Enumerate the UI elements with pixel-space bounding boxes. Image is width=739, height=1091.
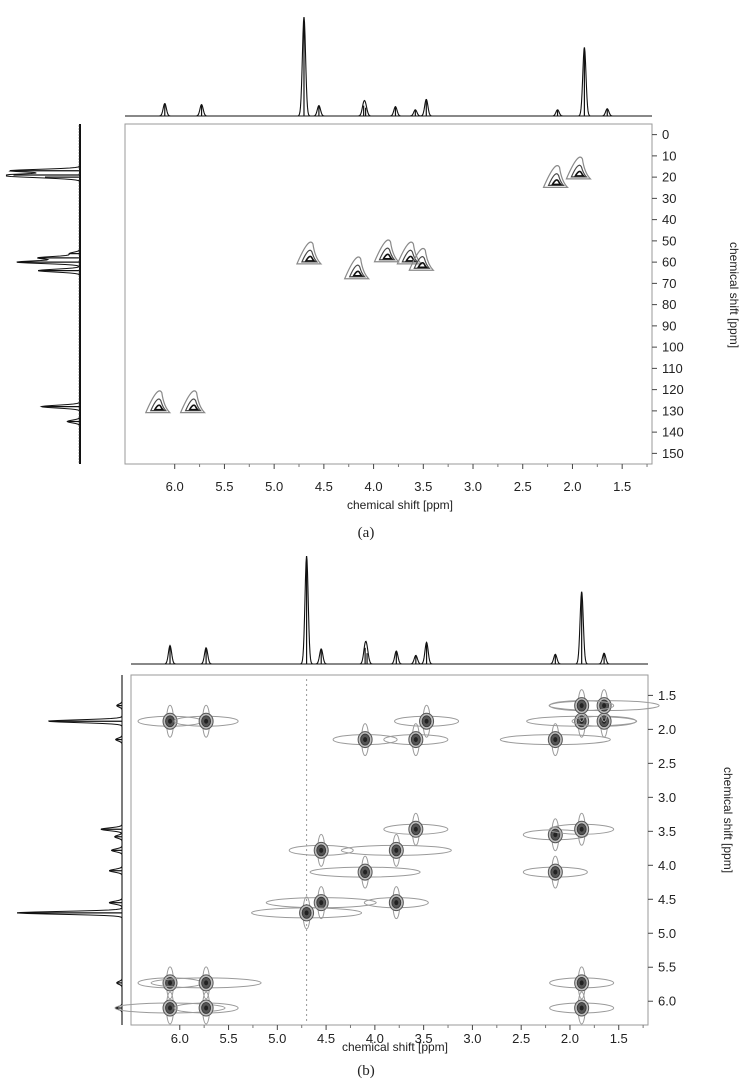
- panel-b-y-tick-label: 3.0: [658, 790, 676, 805]
- panel-b-cross-peak-core: [305, 910, 309, 915]
- panel-a-x-tick-label: 4.5: [315, 479, 333, 494]
- panel-b-cross-peak-core: [414, 827, 418, 832]
- panel-b-y-axis: 1.5 2.0 2.5 3.0 3.5 4.0 4.5 5.0 5.5 6.0: [648, 688, 676, 1009]
- panel-a-y-tick-label: 40: [662, 212, 676, 227]
- panel-b-cross-peak-core: [580, 1006, 584, 1011]
- panel-a-y-tick-label: 130: [662, 403, 684, 418]
- panel-a-y-tick-label: 100: [662, 340, 684, 355]
- panel-b-top-projection-trace: [131, 556, 648, 664]
- panel-b-x-tick-label: 1.5: [610, 1031, 628, 1046]
- panel-b-cross-peak-core: [580, 980, 584, 985]
- panel-a-y-tick-label: 0: [662, 127, 669, 142]
- panel-a-y-tick-label: 110: [662, 361, 683, 376]
- panel-a-cross-peak-core: [406, 256, 414, 260]
- panel-b-cross-peak-core: [414, 737, 418, 742]
- panel-a-y-tick-label: 150: [662, 446, 684, 461]
- panel-a-x-tick-label: 3.5: [414, 479, 432, 494]
- panel-b-top-1h-projection: [131, 556, 648, 664]
- panel-a-side-13c-projection: [7, 124, 81, 464]
- panel-b-cross-peaks: [115, 679, 659, 1024]
- panel-a-x-tick-label: 1.5: [613, 479, 631, 494]
- panel-b-y-tick-label: 5.5: [658, 960, 676, 975]
- panel-b-cross-peak-core: [602, 703, 606, 708]
- panel-b-cross-peak-core: [580, 703, 584, 708]
- panel-a-x-tick-label: 4.0: [365, 479, 383, 494]
- panel-b-y-tick-label: 3.5: [658, 824, 676, 839]
- panel-b-x-tick-label: 3.0: [463, 1031, 481, 1046]
- panel-b-cross-peak-core: [394, 900, 398, 905]
- panel-a-cross-peaks: [146, 157, 591, 413]
- panel-a-y-tick-label: 30: [662, 191, 676, 206]
- panel-b-side-1h-projection: [17, 675, 122, 1025]
- panel-b-cross-peak-core: [363, 737, 367, 742]
- panel-a-y-tick-label: 80: [662, 297, 676, 312]
- panel-b-cross-peak-core: [319, 900, 323, 905]
- panel-b-cross-peak-core: [425, 719, 429, 724]
- panel-a-x-tick-label: 2.0: [563, 479, 581, 494]
- panel-a-x-tick-label: 3.0: [464, 479, 482, 494]
- panel-a-x-axis: 6.0 5.5 5.0 4.5 4.0 3.5 3.0 2.5 2.0 1.5: [166, 464, 647, 494]
- panel-a-cross-peak-core: [155, 405, 163, 409]
- panel-b-cross-peak-core: [363, 870, 367, 875]
- panel-b-cross-peak-core: [204, 719, 208, 724]
- panel-b-cross-peak-core: [553, 870, 557, 875]
- panel-a-y-tick-label: 90: [662, 318, 676, 333]
- panel-b-y-tick-label: 4.0: [658, 858, 676, 873]
- panel-b-cross-peak-core: [204, 1006, 208, 1011]
- panel-b-cross-peak-core: [168, 1006, 172, 1011]
- panel-b-x-tick-label: 6.0: [171, 1031, 189, 1046]
- panel-a-y-tick-label: 20: [662, 170, 676, 185]
- panel-a-x-axis-title: chemical shift [ppm]: [347, 498, 453, 512]
- panel-b-cross-peak-core: [553, 832, 557, 837]
- panel-b-cross-peak-core: [168, 719, 172, 724]
- panel-b-side-projection-trace: [18, 675, 123, 1025]
- panel-a-cross-peak-core: [306, 256, 314, 260]
- panel-a-cross-peak-core: [553, 180, 561, 184]
- panel-b-cross-peak-core: [553, 737, 557, 742]
- panel-a-cross-peak-core: [190, 405, 198, 409]
- panel-b-x-tick-label: 2.0: [561, 1031, 579, 1046]
- panel-b-y-tick-label: 4.5: [658, 892, 676, 907]
- panel-a-x-tick-label: 2.5: [514, 479, 532, 494]
- panel-a-cross-peak-core: [384, 254, 392, 258]
- panel-b-x-tick-label: 4.5: [317, 1031, 335, 1046]
- panel-a-x-tick-label: 5.0: [265, 479, 283, 494]
- panel-a-y-axis: 0 10 20 30 40 50 60 70 80 90 100 110 120 130 140 150: [652, 127, 684, 461]
- panel-a-top-1h-projection: [125, 17, 652, 116]
- panel-b-y-tick-label: 1.5: [658, 688, 676, 703]
- panel-a-x-tick-label: 6.0: [166, 479, 184, 494]
- panel-b-y-tick-label: 6.0: [658, 994, 676, 1009]
- panel-a-cross-peak-core: [354, 271, 362, 275]
- panel-b-x-tick-label: 5.5: [220, 1031, 238, 1046]
- panel-a-y-axis-title: chemical shift [ppm]: [727, 242, 739, 348]
- panel-b-cross-peak-core: [394, 848, 398, 853]
- panel-b-x-tick-label: 5.0: [268, 1031, 286, 1046]
- panel-b-y-tick-label: 2.5: [658, 756, 676, 771]
- panel-b-y-tick-label: 2.0: [658, 722, 676, 737]
- panel-a-cross-peak-core: [575, 171, 583, 175]
- panel-a: 6.0 5.5 5.0 4.5 4.0 3.5 3.0 2.5 2.0 1.5 0 10 20 30 40…: [7, 17, 739, 541]
- panel-b-cross-peak-core: [168, 980, 172, 985]
- panel-b-y-axis-title: chemical shift [ppm]: [721, 767, 735, 873]
- panel-a-y-tick-label: 50: [662, 233, 676, 248]
- panel-b-cross-peak-core: [204, 980, 208, 985]
- panel-b-x-tick-label: 2.5: [512, 1031, 530, 1046]
- panel-a-y-tick-label: 140: [662, 425, 684, 440]
- panel-a-x-tick-label: 5.5: [215, 479, 233, 494]
- panel-b-cross-peak-core: [319, 848, 323, 853]
- panel-a-y-tick-label: 70: [662, 276, 676, 291]
- panel-a-top-projection-trace: [125, 17, 652, 116]
- panel-b: 6.0 5.5 5.0 4.5 4.0 3.5 3.0 2.5 2.0 1.5 1.5 2.0 2.5…: [17, 556, 735, 1079]
- panel-b-y-tick-label: 5.0: [658, 926, 676, 941]
- panel-a-y-tick-label: 10: [662, 148, 676, 163]
- panel-a-label: (a): [358, 525, 375, 541]
- panel-a-y-tick-label: 120: [662, 382, 684, 397]
- panel-b-cross-peak-core: [580, 827, 584, 832]
- panel-a-y-tick-label: 60: [662, 255, 676, 270]
- panel-b-label: (b): [357, 1063, 375, 1079]
- panel-b-x-axis-title: chemical shift [ppm]: [342, 1040, 448, 1054]
